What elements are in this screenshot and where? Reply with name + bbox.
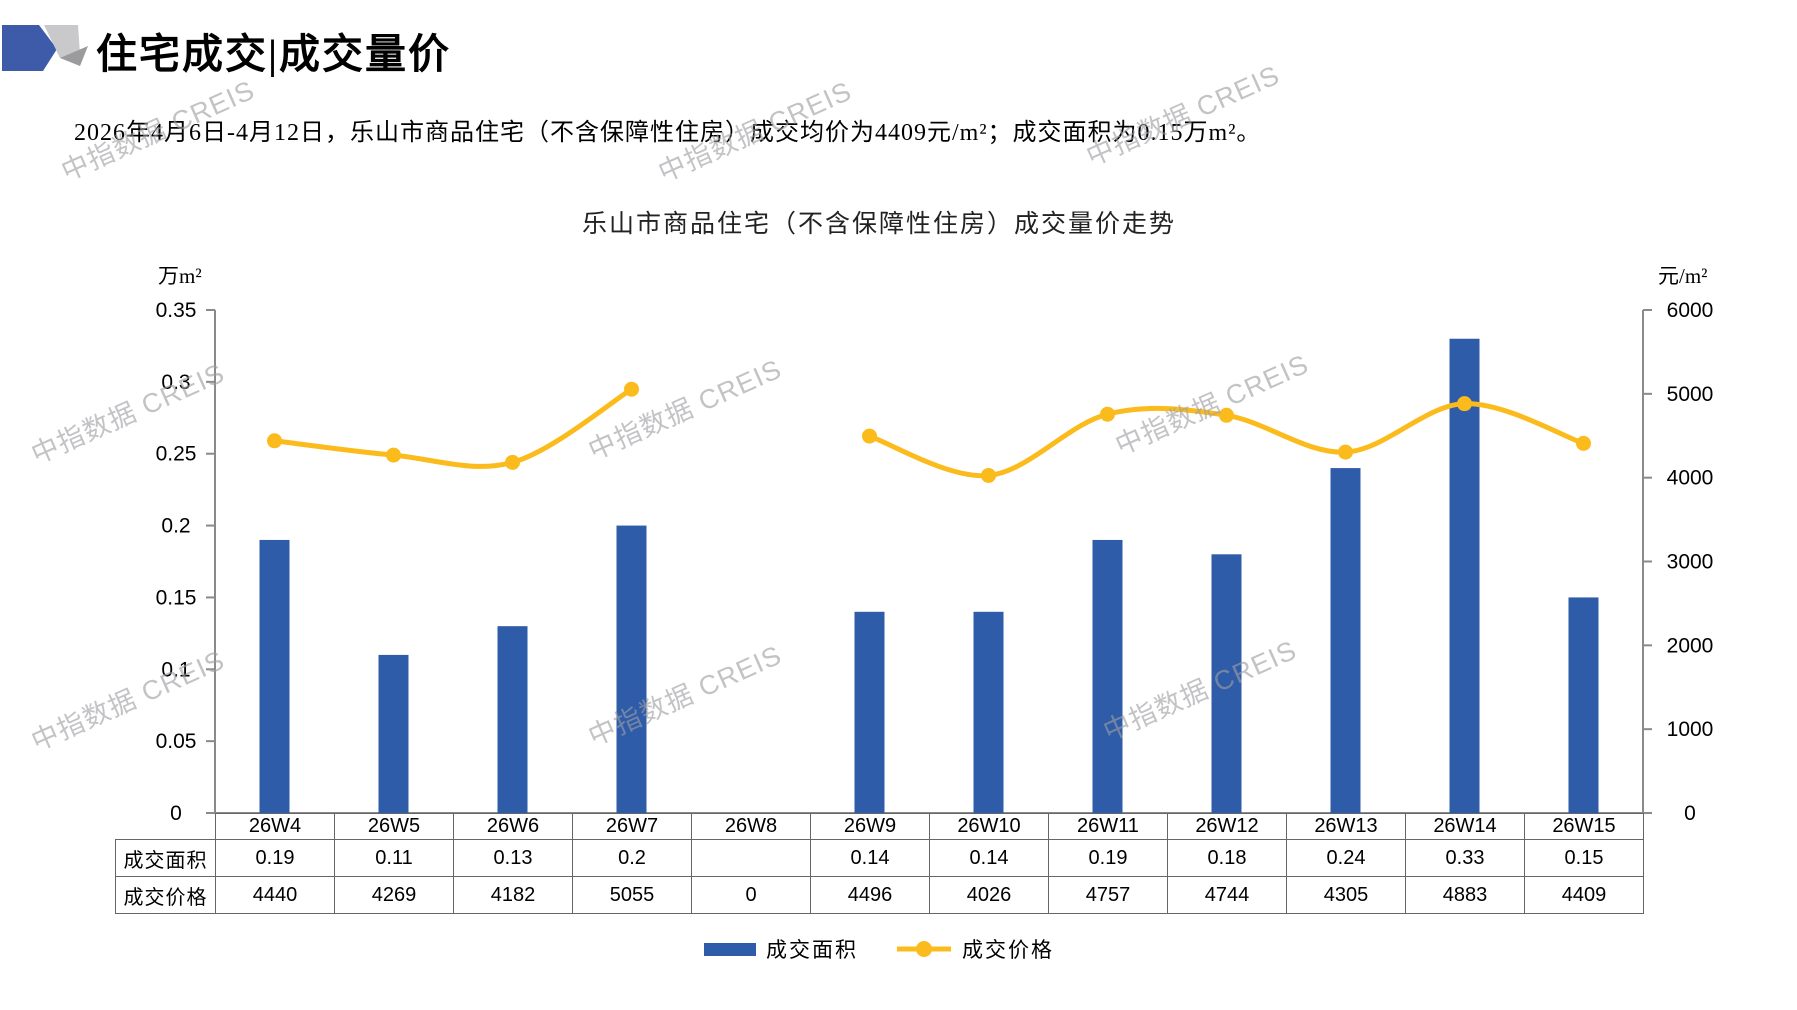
table-area-cell-26W14: 0.33 <box>1405 839 1525 877</box>
logo-dark-gray-shape <box>60 46 88 66</box>
left-axis-tick-label: 0.3 <box>161 371 190 394</box>
left-axis-tick-label: 0.2 <box>161 515 190 538</box>
table-area-cell-26W8 <box>691 839 811 877</box>
table-header-26W13: 26W13 <box>1286 813 1406 840</box>
chart-legend: 成交面积 成交价格 <box>115 934 1643 964</box>
price-point-26W9 <box>862 428 877 444</box>
legend-item-price: 成交价格 <box>896 934 1054 964</box>
area-series-swatch <box>704 942 756 956</box>
table-header-26W8: 26W8 <box>691 813 811 840</box>
right-axis-tick-label: 3000 <box>1667 551 1714 574</box>
table-area-cell-26W15: 0.15 <box>1524 839 1644 877</box>
table-area-cell-26W6: 0.13 <box>453 839 573 877</box>
price-series-swatch <box>897 941 951 957</box>
left-axis-tick-label: 0 <box>170 802 182 825</box>
price-point-26W15 <box>1576 435 1591 451</box>
price-point-26W7 <box>624 381 639 397</box>
bar-26W11 <box>1092 539 1123 813</box>
left-axis-tick-label: 0.1 <box>161 658 190 681</box>
table-area-cell-26W7: 0.2 <box>572 839 692 877</box>
table-rowlabel-price: 成交价格 <box>115 876 216 914</box>
bar-26W10 <box>973 611 1004 813</box>
right-axis-tick-label: 0 <box>1684 802 1696 825</box>
table-price-cell-26W4: 4440 <box>215 876 335 914</box>
left-axis-tick-label: 0.25 <box>156 443 197 466</box>
table-area-cell-26W9: 0.14 <box>810 839 930 877</box>
table-price-cell-26W15: 4409 <box>1524 876 1644 914</box>
table-area-cell-26W12: 0.18 <box>1167 839 1287 877</box>
bar-26W9 <box>854 611 885 813</box>
table-price-cell-26W11: 4757 <box>1048 876 1168 914</box>
bar-26W7 <box>616 525 647 813</box>
bar-26W5 <box>378 654 409 813</box>
table-area-cell-26W10: 0.14 <box>929 839 1049 877</box>
right-axis-tick-label: 1000 <box>1667 718 1714 741</box>
left-axis-tick-label: 0.05 <box>156 730 197 753</box>
table-header-26W5: 26W5 <box>334 813 454 840</box>
legend-price-label: 成交价格 <box>962 938 1054 962</box>
price-point-26W5 <box>386 447 401 463</box>
price-point-26W14 <box>1457 396 1472 412</box>
table-price-cell-26W6: 4182 <box>453 876 573 914</box>
legend-area-label: 成交面积 <box>766 938 858 962</box>
table-header-26W14: 26W14 <box>1405 813 1525 840</box>
table-area-cell-26W5: 0.11 <box>334 839 454 877</box>
price-point-26W4 <box>267 433 282 449</box>
bar-26W14 <box>1449 338 1480 813</box>
bar-26W15 <box>1568 597 1599 813</box>
price-point-26W6 <box>505 454 520 470</box>
page-title: 住宅成交|成交量价 <box>96 31 452 77</box>
table-header-26W12: 26W12 <box>1167 813 1287 840</box>
right-axis-tick-label: 2000 <box>1667 634 1714 657</box>
left-axis-tick-label: 0.35 <box>156 299 197 322</box>
table-price-cell-26W8: 0 <box>691 876 811 914</box>
table-price-cell-26W9: 4496 <box>810 876 930 914</box>
table-price-cell-26W13: 4305 <box>1286 876 1406 914</box>
data-table: 26W4 26W5 26W6 26W7 26W8 26W9 26W10 26W11 26W12 2… <box>115 813 1644 914</box>
price-point-26W10 <box>981 467 996 483</box>
table-area-cell-26W13: 0.24 <box>1286 839 1406 877</box>
logo-blue-shape <box>2 25 57 71</box>
price-point-26W13 <box>1338 444 1353 460</box>
table-price-cell-26W10: 4026 <box>929 876 1049 914</box>
subtitle: 2026年4月6日-4月12日，乐山市商品住宅（不含保障性住房）成交均价为440… <box>74 120 1262 146</box>
chart-title: 乐山市商品住宅（不含保障性住房）成交量价走势 <box>581 211 1176 238</box>
table-header-26W6: 26W6 <box>453 813 573 840</box>
price-line <box>272 386 634 469</box>
bar-26W4 <box>259 539 290 813</box>
right-axis-tick-label: 4000 <box>1667 467 1714 490</box>
bar-26W12 <box>1211 554 1242 813</box>
table-rowlabel-area: 成交面积 <box>115 839 216 877</box>
table-price-cell-26W12: 4744 <box>1167 876 1287 914</box>
table-area-cell-26W11: 0.19 <box>1048 839 1168 877</box>
table-header-26W7: 26W7 <box>572 813 692 840</box>
table-area-cell-26W4: 0.19 <box>215 839 335 877</box>
price-point-26W12 <box>1219 407 1234 423</box>
table-price-cell-26W14: 4883 <box>1405 876 1525 914</box>
logo-light-gray-shape <box>44 25 80 58</box>
right-axis-tick-label: 5000 <box>1667 383 1714 406</box>
table-header-26W15: 26W15 <box>1524 813 1644 840</box>
table-price-cell-26W5: 4269 <box>334 876 454 914</box>
left-axis-tick-label: 0.15 <box>156 586 197 609</box>
table-price-cell-26W7: 5055 <box>572 876 692 914</box>
price-point-26W11 <box>1100 406 1115 422</box>
table-header-26W11: 26W11 <box>1048 813 1168 840</box>
bar-26W6 <box>497 626 528 813</box>
table-header-26W4: 26W4 <box>215 813 335 840</box>
right-axis-tick-label: 6000 <box>1667 299 1714 322</box>
legend-item-area: 成交面积 <box>704 934 858 964</box>
right-axis-unit: 元/m² <box>1658 264 1708 288</box>
logo-icon <box>2 25 88 71</box>
table-header-26W10: 26W10 <box>929 813 1049 840</box>
left-axis-unit: 万m² <box>158 264 202 288</box>
table-corner-cell <box>116 814 216 840</box>
bar-26W13 <box>1330 468 1361 813</box>
table-header-26W9: 26W9 <box>810 813 930 840</box>
